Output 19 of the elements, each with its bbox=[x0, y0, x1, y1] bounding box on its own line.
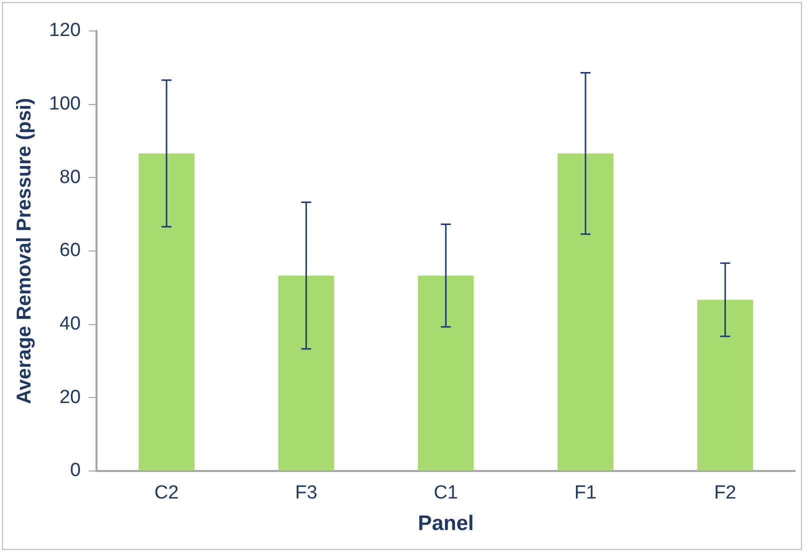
bar bbox=[697, 300, 754, 470]
bar bbox=[278, 276, 334, 470]
y-tick-label: 0 bbox=[70, 460, 81, 482]
y-tick-label: 100 bbox=[49, 94, 81, 115]
bar bbox=[418, 276, 474, 470]
bar bbox=[138, 153, 194, 470]
y-tick-label: 120 bbox=[49, 20, 81, 42]
x-tick-label: C1 bbox=[434, 482, 458, 504]
y-tick-label: 40 bbox=[60, 314, 81, 335]
x-tick-label: F3 bbox=[295, 482, 318, 504]
x-tick-label: C2 bbox=[154, 482, 179, 504]
x-tick-label: F1 bbox=[574, 482, 597, 504]
y-tick-label: 60 bbox=[60, 240, 81, 262]
x-axis-title: Panel bbox=[418, 512, 474, 536]
x-tick-label: F2 bbox=[714, 482, 736, 504]
y-axis-title: Average Removal Pressure (psi) bbox=[14, 98, 36, 404]
y-tick-label: 80 bbox=[60, 166, 81, 188]
y-tick-label: 20 bbox=[60, 386, 81, 408]
bar bbox=[558, 153, 614, 470]
